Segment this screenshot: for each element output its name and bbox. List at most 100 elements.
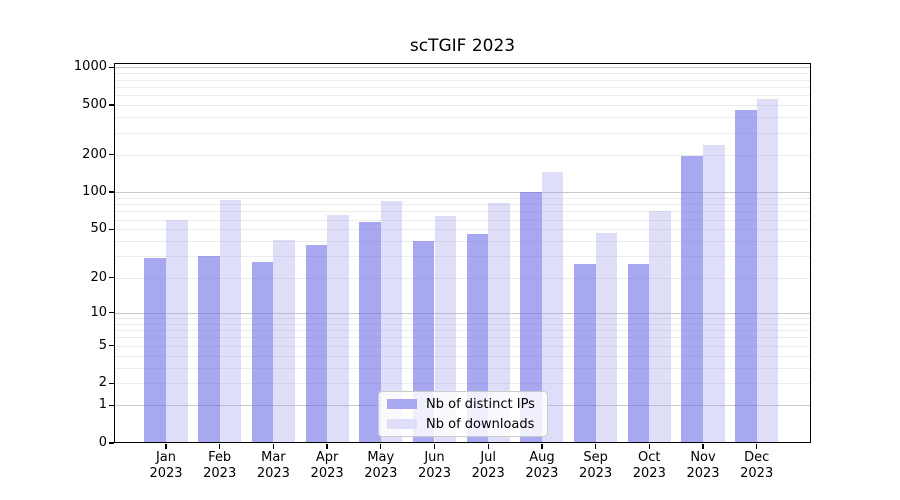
- y-tick-mark: [109, 442, 114, 444]
- y-tick-label: 5: [98, 337, 107, 353]
- y-tick-label: 0: [98, 435, 107, 450]
- x-tick-label: Nov 2023: [675, 450, 731, 482]
- gridline-minor: [114, 317, 811, 319]
- y-tick-label: 1: [98, 397, 107, 413]
- y-tick-mark: [109, 276, 114, 279]
- y-tick-mark: [109, 311, 114, 314]
- bar-downloads-feb: [219, 199, 242, 443]
- x-tick-year: 2023: [203, 466, 237, 481]
- y-tick-mark: [109, 191, 114, 193]
- gridline-minor: [114, 337, 811, 339]
- x-tick-month: Feb: [208, 450, 232, 465]
- bar-downloads-sep: [595, 232, 618, 443]
- gridline-minor: [114, 95, 811, 97]
- x-tick-month: Oct: [638, 450, 661, 465]
- bar-ips-nov: [681, 156, 703, 443]
- x-tick-mark: [756, 444, 758, 449]
- x-tick-month: Jul: [480, 450, 497, 465]
- downloads-swatch-icon: [387, 419, 417, 429]
- x-tick-year: 2023: [364, 466, 398, 481]
- gridline-minor: [114, 211, 811, 213]
- y-tick-label: 10: [90, 304, 107, 320]
- bar-ips-dec: [735, 109, 757, 443]
- bar-downloads-jan: [166, 219, 188, 443]
- x-tick-label: Aug 2023: [514, 450, 570, 482]
- gridline-minor: [114, 323, 811, 325]
- x-tick-month: May: [367, 450, 395, 465]
- x-tick-mark: [219, 444, 221, 449]
- chart-title: scTGIF 2023: [409, 36, 516, 56]
- x-tick-mark: [165, 444, 167, 449]
- gridline-minor: [114, 329, 811, 331]
- bar-downloads-apr: [327, 215, 349, 443]
- x-tick-mark: [433, 444, 436, 449]
- bar-downloads-may: [380, 201, 403, 443]
- x-tick-mark: [380, 444, 382, 449]
- gridline-minor: [114, 73, 811, 75]
- x-tick-year: 2023: [686, 466, 720, 481]
- x-tick-label: Dec 2023: [729, 450, 785, 482]
- bar-downloads-mar: [273, 239, 295, 443]
- gridline-minor: [114, 79, 811, 81]
- gridline-minor: [114, 355, 811, 357]
- gridline-minor: [114, 256, 811, 258]
- legend-item-distinct-ips: Nb of distinct IPs: [387, 396, 539, 412]
- gridline-major: [114, 312, 811, 314]
- y-tick-label: 1000: [73, 59, 107, 75]
- x-tick-label: Feb 2023: [192, 450, 248, 482]
- gridline-minor: [114, 383, 811, 385]
- y-tick-mark: [109, 66, 114, 68]
- gridline-minor: [114, 105, 811, 106]
- gridline-minor: [114, 277, 811, 279]
- gridline-minor: [114, 86, 811, 88]
- bar-ips-may: [359, 222, 381, 443]
- x-tick-year: 2023: [579, 466, 613, 481]
- x-tick-mark: [594, 444, 597, 449]
- x-tick-label: Mar 2023: [245, 450, 301, 482]
- y-tick-mark: [109, 104, 114, 106]
- bar-downloads-dec: [756, 99, 779, 443]
- gridline-minor: [114, 241, 811, 243]
- bar-ips-oct: [627, 263, 650, 443]
- distinct-ips-swatch-icon: [387, 399, 417, 409]
- gridline-minor: [114, 229, 811, 231]
- x-tick-year: 2023: [310, 466, 344, 481]
- legend-item-downloads: Nb of downloads: [387, 416, 539, 432]
- y-tick-label: 20: [90, 269, 107, 285]
- x-tick-year: 2023: [149, 466, 183, 481]
- gridline-minor: [114, 197, 811, 199]
- y-tick-mark: [109, 404, 114, 406]
- y-tick-label: 200: [82, 146, 107, 162]
- x-tick-month: Dec: [744, 450, 770, 465]
- x-tick-month: Mar: [261, 450, 286, 465]
- bar-downloads-jul: [488, 203, 510, 443]
- bar-ips-sep: [574, 263, 596, 443]
- x-tick-year: 2023: [740, 466, 774, 481]
- gridline-minor: [114, 345, 811, 347]
- gridline-minor: [114, 367, 811, 369]
- x-tick-year: 2023: [417, 466, 452, 481]
- x-tick-mark: [541, 444, 543, 449]
- bar-ips-jan: [144, 258, 166, 443]
- bar-downloads-aug: [541, 172, 564, 443]
- y-tick-label: 50: [90, 221, 107, 237]
- bar-downloads-jun: [434, 216, 457, 443]
- y-tick-mark: [109, 382, 114, 384]
- bar-ips-aug: [520, 192, 542, 443]
- x-tick-label: Apr 2023: [299, 450, 355, 482]
- x-tick-mark: [487, 444, 489, 449]
- bar-downloads-nov: [703, 144, 725, 443]
- legend-label-downloads: Nb of downloads: [426, 416, 535, 432]
- legend: Nb of distinct IPs Nb of downloads: [378, 391, 548, 437]
- x-tick-month: Apr: [315, 450, 339, 465]
- y-tick-mark: [109, 153, 114, 156]
- y-tick-mark: [109, 344, 114, 347]
- x-tick-month: Jun: [424, 450, 445, 465]
- gridline-minor: [114, 117, 811, 119]
- x-tick-label: Sep 2023: [568, 450, 624, 482]
- x-tick-label: Jun 2023: [407, 450, 463, 482]
- x-tick-month: Sep: [583, 450, 608, 465]
- gridline-minor: [114, 154, 811, 156]
- gridline-minor: [114, 132, 811, 134]
